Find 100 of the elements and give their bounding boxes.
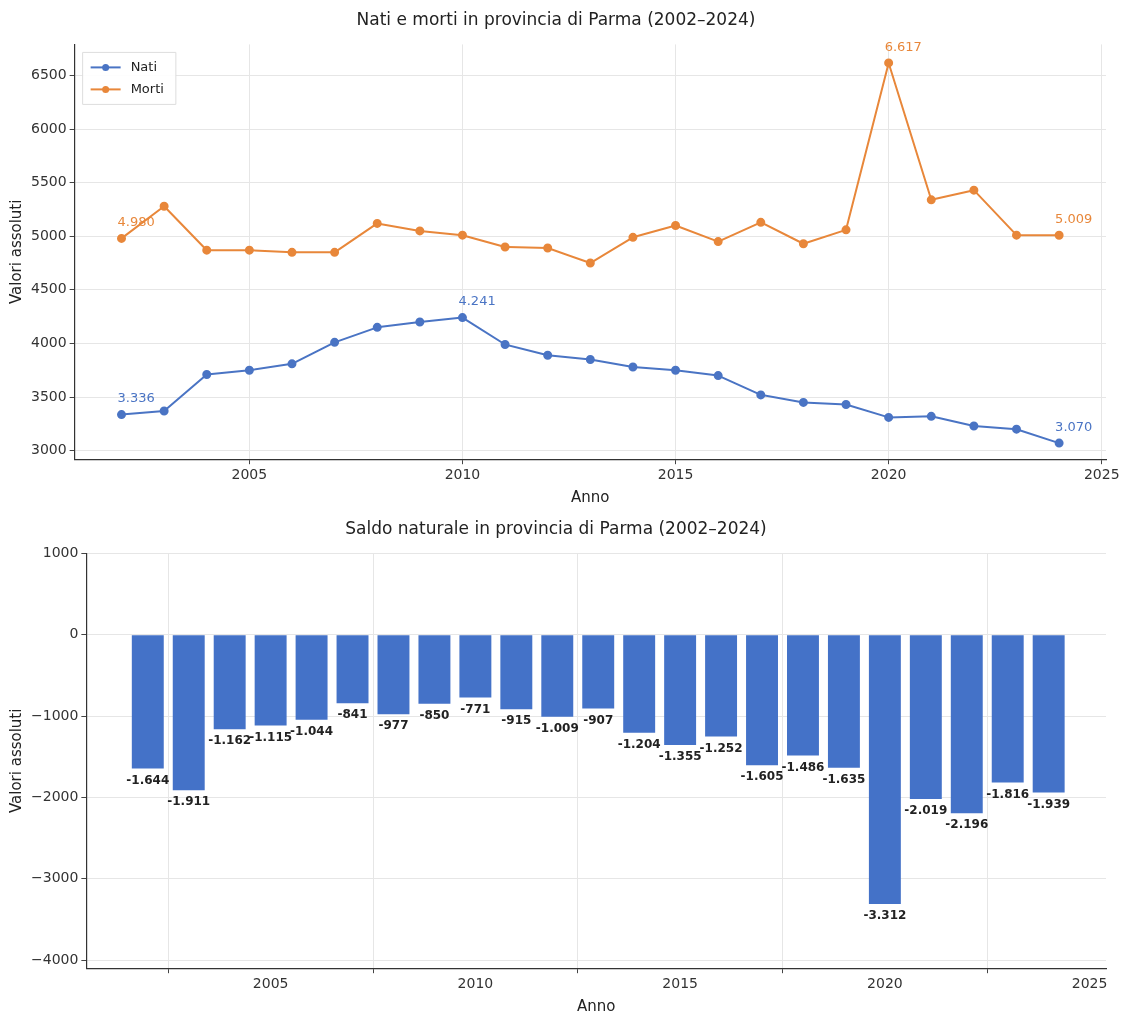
y-tick-label: 1000 — [42, 544, 79, 561]
data-label: -1.635 — [822, 771, 866, 786]
point — [543, 243, 553, 253]
data-label: -1.644 — [126, 772, 170, 787]
point — [713, 371, 723, 381]
x-tick-label: 2010 — [457, 975, 494, 992]
x-tick-label: 2005 — [231, 466, 268, 483]
point — [671, 365, 681, 375]
y-tick-label: 5000 — [30, 226, 67, 243]
data-label: 6.617 — [884, 38, 922, 54]
y-tick-label: 3000 — [30, 441, 67, 458]
point — [372, 218, 382, 228]
point — [543, 350, 553, 360]
data-label: -1.939 — [1027, 796, 1071, 811]
x-tick-label: 2020 — [870, 466, 907, 483]
point — [159, 201, 169, 211]
data-label: -3.312 — [863, 908, 907, 923]
y-tick-label: 6500 — [30, 66, 67, 83]
point — [1012, 230, 1021, 240]
point — [969, 421, 979, 431]
point — [202, 245, 212, 255]
point — [457, 230, 467, 240]
data-label: -907 — [583, 712, 614, 727]
point — [756, 217, 766, 227]
y-axis-title: Valori assoluti — [6, 708, 25, 814]
x-tick-label: 2005 — [252, 975, 289, 992]
point — [798, 397, 808, 407]
point — [926, 411, 936, 421]
point — [1054, 438, 1064, 448]
data-label: -841 — [337, 707, 368, 722]
point — [415, 226, 425, 236]
point — [159, 406, 169, 416]
y-tick-label: −4000 — [31, 950, 79, 967]
data-label: -1.605 — [740, 769, 784, 784]
point — [415, 317, 425, 327]
data-label: -2.019 — [904, 803, 948, 818]
data-label: -771 — [460, 701, 491, 716]
data-label: -1.044 — [290, 723, 334, 738]
legend-label: Nati — [130, 58, 158, 74]
data-label: -1.252 — [699, 740, 743, 755]
point — [500, 340, 510, 350]
point — [287, 359, 297, 369]
point — [926, 195, 936, 205]
point — [202, 370, 212, 380]
point — [969, 185, 979, 195]
x-tick-label: 2020 — [867, 975, 903, 992]
legend-label: Morti — [130, 80, 164, 96]
point — [330, 337, 340, 347]
point — [585, 355, 595, 365]
point — [457, 313, 467, 323]
x-axis-title: Anno — [576, 996, 616, 1015]
data-label: 5.009 — [1055, 211, 1093, 227]
point — [585, 258, 595, 268]
y-tick-label: −1000 — [31, 706, 79, 723]
data-label: -1.486 — [781, 759, 825, 774]
chart-title: Nati e morti in provincia di Parma (2002–2024) — [356, 8, 756, 29]
x-tick-label: 2025 — [1071, 975, 1108, 992]
data-label: -1.009 — [535, 720, 579, 735]
point — [244, 245, 254, 255]
y-tick-label: 0 — [69, 625, 79, 642]
point — [756, 390, 766, 400]
point — [500, 242, 510, 252]
point — [117, 410, 127, 420]
y-axis-title: Valori assoluti — [6, 199, 25, 305]
point — [671, 221, 681, 231]
x-tick-label: 2025 — [1083, 466, 1120, 483]
y-tick-label: 5500 — [30, 173, 67, 190]
data-label: 3.336 — [117, 390, 155, 406]
point — [628, 232, 638, 242]
y-tick-label: 4500 — [30, 280, 67, 297]
data-label: -1.204 — [617, 736, 661, 751]
x-tick-label: 2010 — [444, 466, 481, 483]
point — [1054, 230, 1064, 240]
point — [287, 247, 297, 257]
data-label: -1.355 — [658, 749, 702, 764]
y-tick-label: 3500 — [30, 387, 67, 404]
data-label: -1.816 — [986, 786, 1030, 801]
data-label: 3.070 — [1055, 419, 1093, 434]
y-tick-label: −3000 — [31, 869, 79, 886]
data-label: 4.241 — [458, 293, 496, 309]
data-label: -977 — [378, 718, 409, 733]
point — [841, 400, 851, 410]
point — [884, 58, 894, 68]
point — [884, 412, 894, 422]
point — [117, 233, 127, 243]
y-tick-label: 6000 — [30, 119, 67, 136]
point — [372, 322, 382, 332]
y-tick-label: −2000 — [31, 788, 79, 805]
point — [798, 239, 808, 249]
x-tick-label: 2015 — [662, 975, 698, 992]
point — [628, 362, 638, 372]
data-label: -2.196 — [945, 817, 989, 832]
point — [841, 225, 851, 235]
point — [330, 247, 340, 257]
point — [713, 237, 723, 247]
data-label: -915 — [501, 713, 532, 728]
data-label: -850 — [419, 707, 450, 722]
point — [244, 365, 254, 375]
x-tick-label: 2015 — [657, 466, 694, 483]
x-axis-title: Anno — [571, 487, 610, 506]
